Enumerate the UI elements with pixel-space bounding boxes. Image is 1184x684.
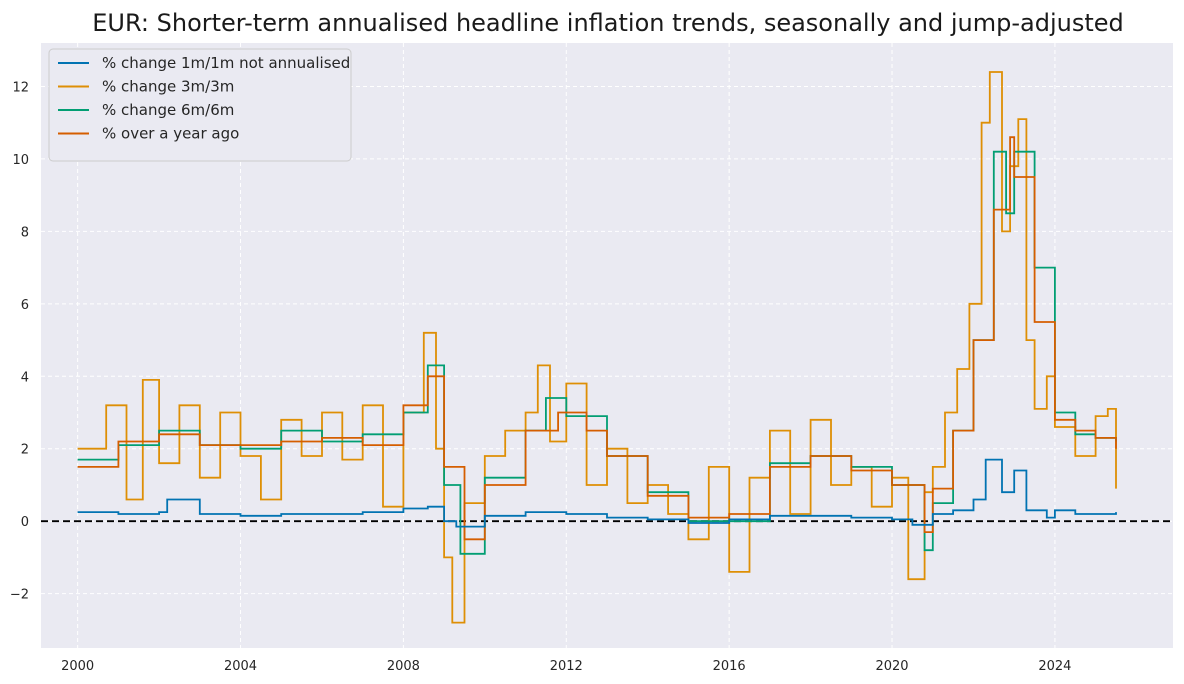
- x-tick-label: 2004: [224, 659, 257, 674]
- x-tick-label: 2000: [61, 659, 94, 674]
- y-tick-label: 10: [12, 153, 29, 168]
- series-group: [77, 71, 1117, 624]
- y-tick-label: 2: [21, 443, 29, 458]
- legend-label: % change 6m/6m: [102, 101, 234, 119]
- x-tick-label: 2024: [1038, 659, 1071, 674]
- x-tick-label: 2008: [387, 659, 420, 674]
- x-tick-label: 2016: [713, 659, 746, 674]
- y-tick-label: −2: [10, 588, 29, 603]
- x-tick-label: 2012: [550, 659, 583, 674]
- chart-title: EUR: Shorter-term annualised headline in…: [92, 9, 1124, 37]
- legend: % change 1m/1m not annualised % change 3m…: [48, 48, 352, 162]
- y-tick-label: 4: [21, 370, 29, 385]
- series-line-3: [77, 136, 1117, 541]
- x-axis: 2000 2004 2008 2012 2016 2020 2024: [61, 659, 1071, 674]
- legend-box: [48, 48, 352, 162]
- y-tick-label: 6: [21, 298, 29, 313]
- legend-label: % change 1m/1m not annualised: [102, 54, 350, 72]
- legend-label: % change 3m/3m: [102, 78, 234, 96]
- series-line-2: [77, 150, 1117, 555]
- y-tick-label: 0: [21, 515, 29, 530]
- y-axis: −2 0 2 4 6 8 10 12: [10, 80, 29, 602]
- legend-label: % over a year ago: [102, 125, 239, 143]
- y-tick-label: 12: [12, 80, 29, 95]
- series-line-0: [77, 458, 1117, 528]
- y-tick-label: 8: [21, 225, 29, 240]
- x-tick-label: 2020: [875, 659, 908, 674]
